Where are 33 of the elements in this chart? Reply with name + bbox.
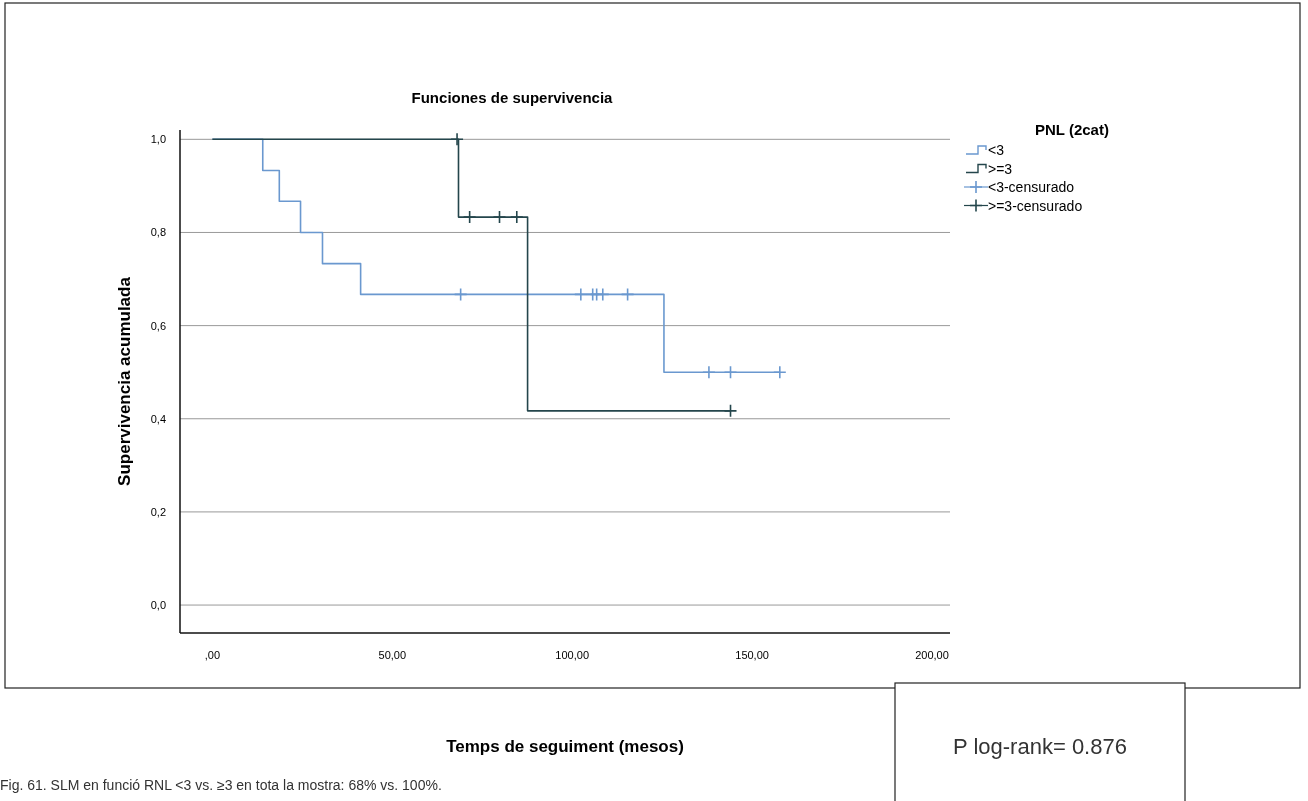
point bbox=[492, 210, 507, 224]
x-tick-label: 50,00 bbox=[378, 649, 407, 661]
y-tick-label: 0,4 bbox=[150, 412, 166, 425]
point bbox=[462, 210, 477, 224]
y-tick-label: 0,8 bbox=[150, 226, 166, 239]
chart-title: Funciones de supervivencia bbox=[411, 89, 614, 106]
point bbox=[702, 365, 716, 379]
point bbox=[773, 365, 787, 379]
caption: Fig. 61. SLM en funció RNL <3 vs. ≥3 en tota la mostra: 68% vs. 100%. bbox=[0, 777, 442, 793]
point bbox=[595, 287, 610, 302]
legend-label: <3-censurado bbox=[988, 179, 1075, 195]
point bbox=[574, 287, 588, 302]
y-tick-label: 0,0 bbox=[150, 599, 166, 612]
point bbox=[453, 287, 468, 302]
x-tick-label: ,00 bbox=[204, 649, 221, 661]
y-tick-label: 0,6 bbox=[150, 319, 166, 332]
point bbox=[450, 132, 464, 147]
y-tick-label: 1,0 bbox=[150, 133, 166, 146]
text: P log-rank= 0.876 bbox=[953, 734, 1127, 759]
y-axis-title: Supervivencia acumulada bbox=[115, 276, 134, 486]
x-tick-label: 200,00 bbox=[915, 649, 949, 661]
x-axis-title: Temps de seguiment (mesos) bbox=[446, 737, 684, 756]
x-tick-label: 150,00 bbox=[735, 649, 769, 661]
legend-label: >=3-censurado bbox=[988, 197, 1083, 214]
point bbox=[620, 287, 635, 302]
legend-title: PNL (2cat) bbox=[1035, 121, 1109, 138]
y-tick-label: 0,2 bbox=[150, 505, 166, 518]
point bbox=[723, 404, 738, 418]
x-tick-label: 100,00 bbox=[555, 649, 590, 661]
point bbox=[509, 210, 524, 224]
legend-label: <3 bbox=[988, 142, 1005, 158]
legend-label: >=3 bbox=[988, 160, 1013, 177]
point bbox=[723, 365, 738, 379]
